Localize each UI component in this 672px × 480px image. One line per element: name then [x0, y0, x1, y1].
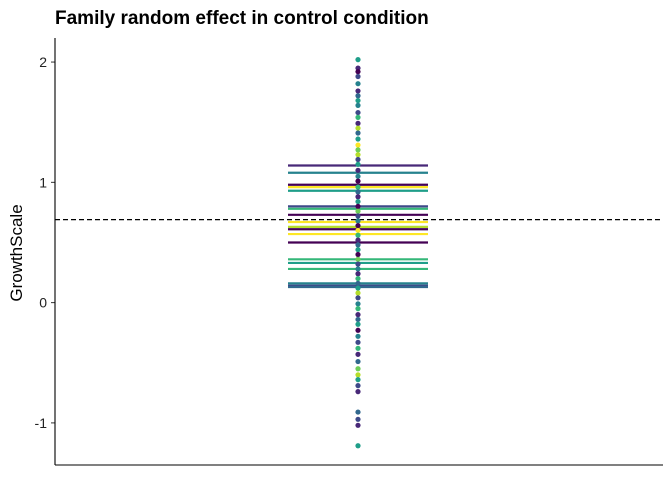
data-point: [355, 223, 361, 229]
data-point: [355, 227, 361, 234]
data-point: [355, 443, 361, 449]
y-axis-ticks: -1 0 1 2: [35, 54, 55, 431]
data-point: [355, 366, 361, 372]
data-point: [355, 295, 361, 301]
y-tick-label: 1: [39, 174, 47, 190]
data-point: [355, 218, 361, 224]
data-point: [355, 93, 361, 99]
data-point: [355, 416, 361, 422]
data-point: [355, 161, 361, 167]
data-point: [355, 120, 361, 126]
data-point: [355, 88, 361, 94]
y-tick-label: -1: [35, 415, 48, 431]
data-point: [355, 147, 361, 153]
data-point: [355, 372, 361, 378]
data-point: [355, 178, 361, 184]
data-point: [355, 65, 361, 71]
data-point: [355, 409, 361, 415]
y-tick-label: 0: [39, 295, 47, 311]
data-point: [355, 251, 361, 258]
data-point: [355, 97, 361, 104]
y-axis-title: GrowthScale: [7, 204, 26, 301]
data-point: [355, 271, 361, 277]
data-point: [355, 152, 361, 158]
data-point: [355, 73, 361, 80]
chart-title: Family random effect in control conditio…: [55, 8, 429, 29]
data-point: [355, 167, 361, 173]
data-point: [355, 377, 361, 383]
data-point: [355, 194, 361, 200]
data-point: [355, 189, 361, 195]
data-point: [355, 208, 361, 214]
data-point: [355, 142, 361, 148]
data-point: [355, 290, 361, 296]
data-point: [355, 57, 361, 63]
data-point: [355, 184, 361, 190]
data-point: [355, 198, 361, 205]
data-point: [355, 173, 361, 179]
data-point: [355, 247, 361, 253]
data-point: [355, 345, 361, 351]
y-tick-label: 2: [39, 54, 47, 70]
data-point: [355, 69, 361, 75]
data-point: [355, 156, 361, 163]
data-point: [355, 275, 361, 282]
data-point: [355, 321, 361, 327]
data-point: [355, 339, 361, 345]
data-point: [355, 351, 361, 357]
data-point: [355, 261, 361, 267]
data-point: [355, 81, 361, 87]
data-point: [355, 285, 361, 291]
data-point: [355, 203, 361, 209]
data-point: [355, 130, 361, 136]
data-point: [355, 125, 361, 131]
data-point: [355, 266, 361, 272]
data-point: [355, 109, 361, 116]
data-point: [355, 237, 361, 243]
data-point: [355, 301, 361, 307]
data-point: [355, 327, 361, 333]
data-points: [355, 57, 361, 449]
data-point: [355, 389, 361, 395]
data-point: [355, 256, 361, 262]
data-point: [355, 213, 361, 219]
data-point: [355, 312, 361, 318]
data-point: [355, 306, 361, 312]
data-point: [355, 316, 361, 323]
data-point: [355, 280, 361, 286]
data-point: [355, 383, 361, 389]
data-point: [355, 242, 361, 248]
data-point: [355, 102, 361, 108]
data-point: [355, 232, 361, 238]
data-point: [355, 422, 361, 428]
data-point: [355, 333, 361, 339]
data-point: [355, 358, 361, 365]
data-point: [355, 114, 361, 120]
data-point: [355, 136, 361, 142]
